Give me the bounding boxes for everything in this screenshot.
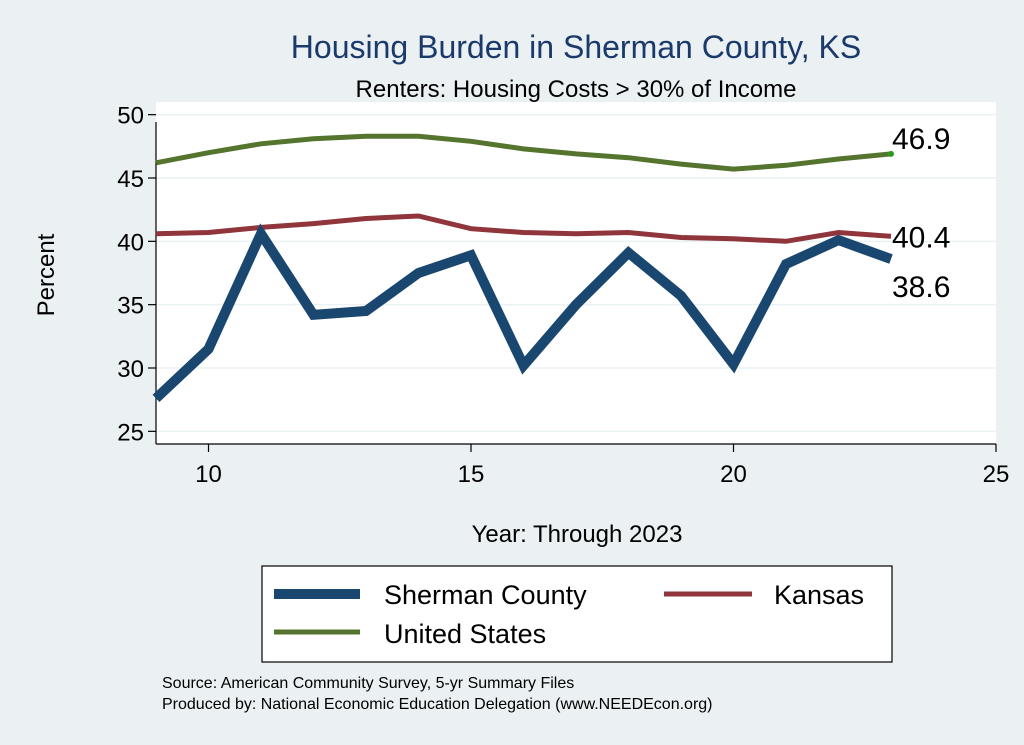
x-tick-label-20: 20 — [720, 461, 747, 488]
produced-by-note: Produced by: National Economic Education… — [162, 696, 713, 713]
series-line-kansas — [155, 213, 892, 244]
y-tick-label-45: 45 — [117, 166, 144, 193]
end-label-kansas: 40.4 — [892, 221, 950, 254]
legend-label-sherman-county: Sherman County — [384, 580, 587, 610]
end-labels: 38.6 40.4 46.9 — [888, 123, 950, 304]
y-tick-label-30: 30 — [117, 356, 144, 383]
series-layer — [152, 133, 893, 403]
legend-label-kansas: Kansas — [774, 580, 864, 610]
source-note: Source: American Community Survey, 5-yr … — [162, 675, 574, 692]
end-label-sherman-county: 38.6 — [892, 271, 950, 304]
y-tick-label-50: 50 — [117, 103, 144, 130]
axes: 25 30 35 40 45 50 10 15 20 25 — [117, 103, 1009, 488]
legend: Sherman County Kansas United States — [261, 565, 893, 663]
x-tick-label-25: 25 — [983, 461, 1010, 488]
x-tick-label-15: 15 — [458, 461, 485, 488]
y-tick-label-25: 25 — [117, 419, 144, 446]
y-tick-label-35: 35 — [117, 293, 144, 320]
legend-box — [261, 565, 893, 663]
series-line-united-states — [155, 133, 892, 172]
end-marker-united-states — [888, 150, 894, 157]
y-axis-label: Percent — [33, 233, 60, 316]
series-line-sherman-county — [152, 223, 893, 403]
legend-label-united-states: United States — [384, 619, 546, 649]
end-label-united-states: 46.9 — [892, 123, 950, 156]
y-tick-label-40: 40 — [117, 229, 144, 256]
x-tick-label-10: 10 — [195, 461, 222, 488]
chart-title: Housing Burden in Sherman County, KS — [291, 29, 861, 65]
chart-subtitle: Renters: Housing Costs > 30% of Income — [356, 76, 797, 103]
x-axis-label: Year: Through 2023 — [472, 521, 683, 548]
